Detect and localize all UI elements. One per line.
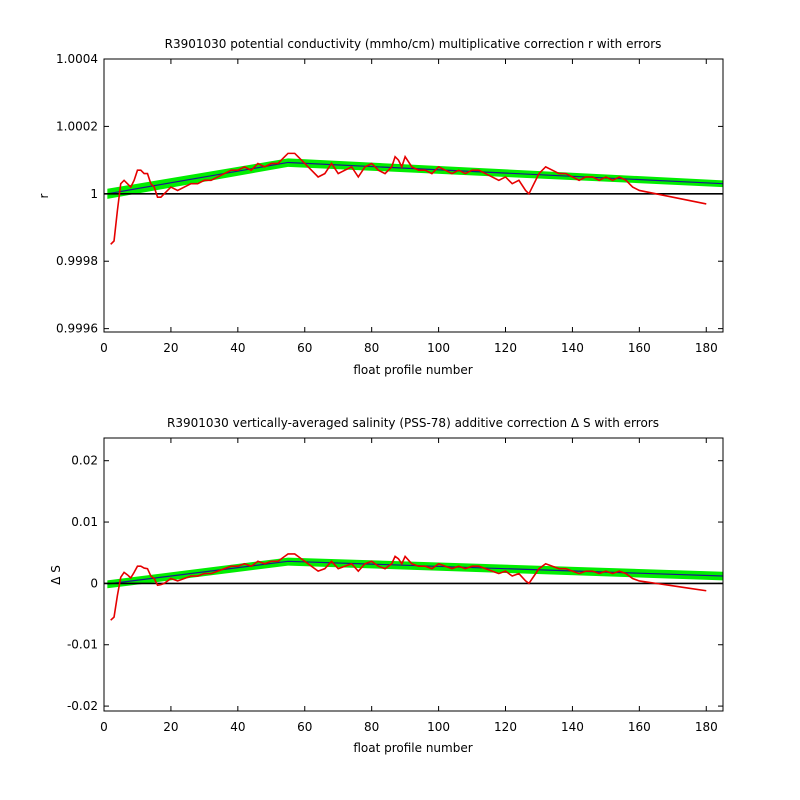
- x-tick-label: 80: [364, 341, 379, 355]
- y-axis-label: r: [37, 193, 51, 198]
- data-line: [110, 553, 707, 621]
- y-tick-label: 1.0002: [56, 119, 98, 133]
- fit-line: [107, 161, 723, 195]
- x-tick-label: 100: [427, 720, 450, 734]
- x-tick-label: 140: [561, 341, 584, 355]
- y-tick-label: -0.02: [67, 699, 98, 713]
- x-tick-label: 0: [100, 341, 108, 355]
- axes-frame: [103, 437, 724, 712]
- x-tick-label: 40: [230, 720, 245, 734]
- x-tick-label: 20: [163, 341, 178, 355]
- x-tick-label: 0: [100, 720, 108, 734]
- x-tick-label: 80: [364, 720, 379, 734]
- plot-area: [104, 152, 723, 245]
- x-tick-label: 180: [695, 720, 718, 734]
- y-axis-label: Δ S: [49, 565, 63, 585]
- chart-panel-salinity: R3901030 vertically-averaged salinity (P…: [49, 416, 724, 755]
- x-tick-label: 180: [695, 341, 718, 355]
- axis-ticks: 0 20 40 60 80 100 120 140 160 180 -0.02 -0.01 0 0.01 0…: [67, 438, 723, 734]
- x-tick-label: 100: [427, 341, 450, 355]
- x-tick-label: 140: [561, 720, 584, 734]
- y-tick-label: 1: [90, 187, 98, 201]
- error-band: [107, 158, 723, 199]
- series-layer: [104, 152, 723, 245]
- axis-ticks: 0 20 40 60 80 100 120 140 160 180 0.9996 0.9998 1 1.0…: [56, 52, 723, 355]
- x-tick-label: 120: [494, 341, 517, 355]
- series-layer: [104, 553, 723, 621]
- x-tick-label: 160: [628, 720, 651, 734]
- plot-area: [104, 553, 723, 621]
- chart-panel-conductivity: R3901030 potential conductivity (mmho/cm…: [37, 37, 724, 377]
- x-tick-label: 60: [297, 341, 312, 355]
- y-tick-label: 1.0004: [56, 52, 98, 66]
- x-tick-label: 120: [494, 720, 517, 734]
- x-tick-label: 40: [230, 341, 245, 355]
- x-tick-label: 60: [297, 720, 312, 734]
- x-tick-label: 160: [628, 341, 651, 355]
- y-tick-label: 0.02: [71, 454, 98, 468]
- x-axis-label: float profile number: [353, 363, 472, 377]
- data-line: [110, 152, 707, 245]
- x-tick-label: 20: [163, 720, 178, 734]
- chart-title: R3901030 vertically-averaged salinity (P…: [167, 416, 659, 430]
- x-axis-label: float profile number: [353, 741, 472, 755]
- y-tick-label: 0.9998: [56, 254, 98, 268]
- chart-title: R3901030 potential conductivity (mmho/cm…: [165, 37, 662, 51]
- error-band: [107, 557, 723, 589]
- fit-line: [107, 560, 723, 585]
- y-tick-label: 0.9996: [56, 322, 98, 336]
- y-tick-label: 0.01: [71, 515, 98, 529]
- y-tick-label: -0.01: [67, 638, 98, 652]
- y-tick-label: 0: [90, 576, 98, 590]
- axes-frame: [103, 58, 724, 333]
